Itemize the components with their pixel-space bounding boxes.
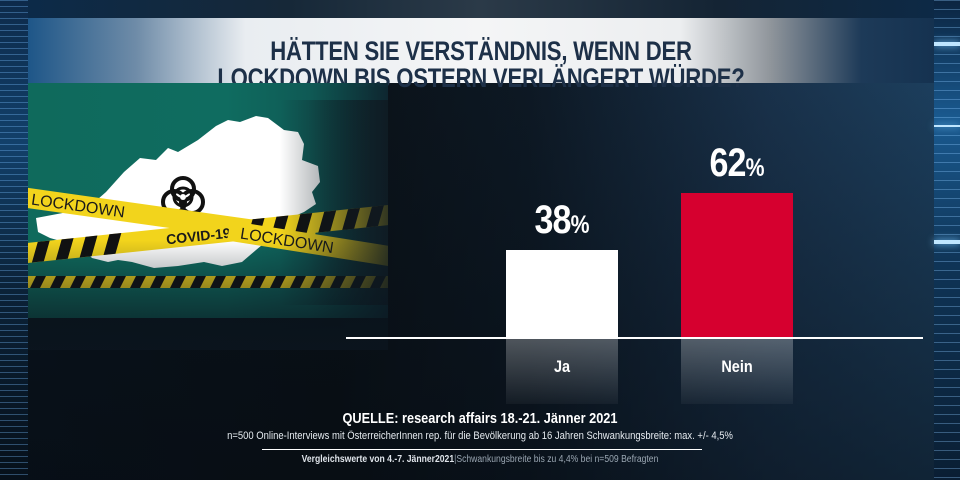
source-line: QUELLE: research affairs 18.-21. Jänner … <box>342 410 618 427</box>
illustration-bottom-fade <box>28 240 388 350</box>
x-axis-baseline <box>346 337 923 339</box>
right-tech-edge <box>934 0 960 480</box>
title-band: HÄTTEN SIE VERSTÄNDNIS, WENN DER LOCKDOW… <box>28 18 934 92</box>
comparison-margin: Schwankungsbreite bis zu 4,4% bei n=509 … <box>456 454 659 465</box>
bar-reflection-ja <box>506 339 618 404</box>
category-label-ja: Ja <box>553 357 571 376</box>
footer-divider <box>262 449 702 450</box>
category-label-nein: Nein <box>721 357 753 376</box>
comparison-dates: Vergleichswerte von 4.-7. Jänner2021 <box>301 454 455 465</box>
methodology-note: n=500 Online-Interviews mit Österreicher… <box>227 430 733 442</box>
top-background-strip <box>0 0 960 18</box>
left-tech-edge <box>0 0 28 480</box>
bar-reflection-nein <box>681 339 793 404</box>
bar-nein <box>681 193 793 337</box>
comparison-note: Vergleichswerte von 4.-7. Jänner2021|Sch… <box>67 454 893 465</box>
value-label-ja: 38% <box>534 198 590 242</box>
chart-title: HÄTTEN SIE VERSTÄNDNIS, WENN DER LOCKDOW… <box>110 38 853 92</box>
value-label-nein: 62% <box>709 141 765 185</box>
comparison-separator: | <box>454 454 457 465</box>
title-line-1: HÄTTEN SIE VERSTÄNDNIS, WENN DER <box>270 36 692 66</box>
bar-ja <box>506 250 618 337</box>
